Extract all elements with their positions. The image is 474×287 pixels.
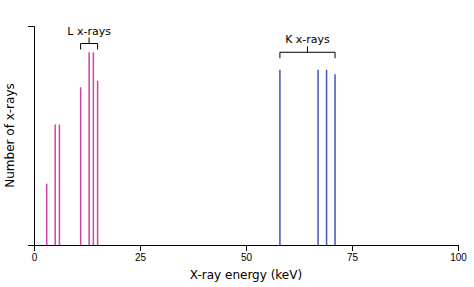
- x-tick-mark: [458, 245, 459, 251]
- marks: [47, 52, 335, 245]
- plot: 0 25 50 75 100 L x-rays K x-rays: [28, 25, 467, 264]
- x-tick-label: 75: [347, 252, 359, 263]
- series: [47, 52, 98, 245]
- spike: [80, 87, 82, 245]
- y-axis: [28, 27, 35, 246]
- x-tick-label: 0: [32, 252, 38, 263]
- spike: [279, 70, 281, 245]
- series: [280, 70, 335, 245]
- x-tick: 75: [347, 245, 359, 263]
- spike: [97, 81, 99, 245]
- annotation-label: K x-rays: [285, 33, 330, 46]
- spike: [54, 125, 56, 245]
- spike: [334, 74, 336, 245]
- x-tick-label: 100: [450, 252, 467, 263]
- annotation-label: L x-rays: [67, 25, 111, 38]
- x-tick: 0: [32, 245, 38, 263]
- bracket: [280, 46, 335, 58]
- spike: [326, 70, 328, 245]
- x-tick: 100: [450, 245, 467, 263]
- annotations: L x-rays K x-rays: [67, 25, 335, 59]
- x-tick-mark: [140, 245, 141, 251]
- spike: [46, 184, 48, 245]
- spike: [93, 52, 95, 245]
- x-tick: 25: [135, 245, 147, 263]
- bracket: [81, 38, 98, 50]
- spike: [59, 125, 61, 245]
- x-axis: 0 25 50 75 100: [32, 245, 468, 263]
- x-tick: 50: [241, 245, 253, 263]
- y-axis-title: Number of x-rays: [3, 83, 17, 187]
- spike: [317, 70, 319, 245]
- x-axis-title: X-ray energy (keV): [190, 268, 302, 282]
- spike: [88, 52, 90, 245]
- chart: 0 25 50 75 100 L x-rays K x-rays X-ray energy (…: [0, 0, 474, 287]
- x-axis-line: [35, 246, 459, 252]
- x-tick-mark: [352, 245, 353, 251]
- x-tick-mark: [246, 245, 247, 251]
- x-tick-label: 25: [135, 252, 147, 263]
- y-axis-line: [28, 27, 35, 246]
- x-tick-label: 50: [241, 252, 253, 263]
